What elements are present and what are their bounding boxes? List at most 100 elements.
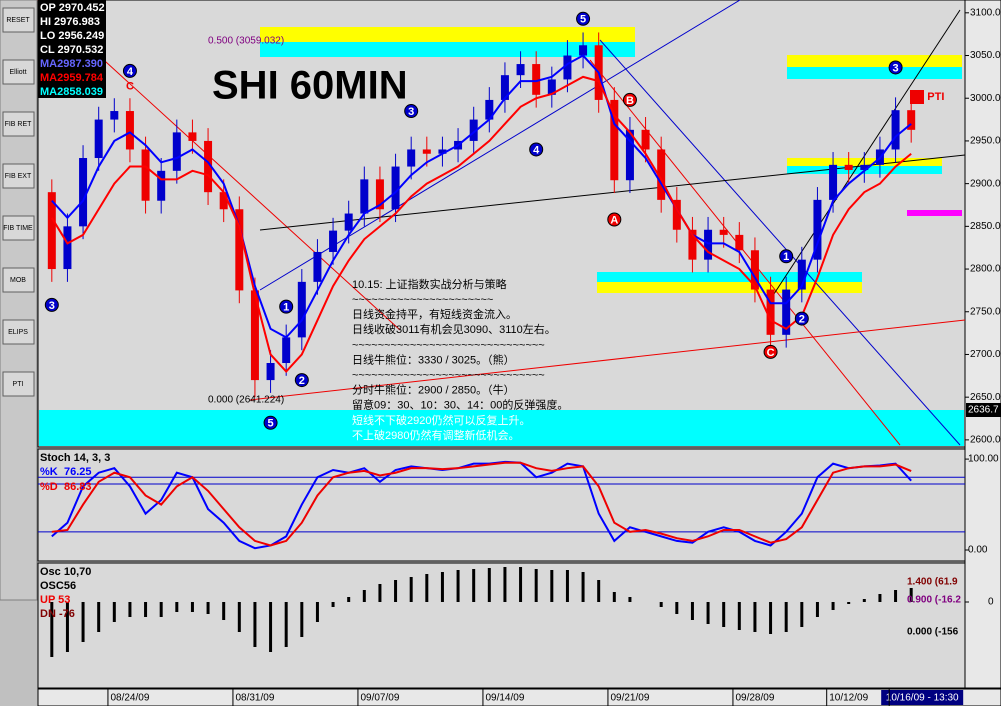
- osc-bar: [472, 569, 476, 602]
- tool-button[interactable]: [2, 267, 35, 293]
- tool-button[interactable]: [2, 319, 35, 345]
- candle-body: [438, 149, 447, 154]
- osc-bar: [565, 570, 569, 602]
- wave-marker: [622, 92, 637, 107]
- candle-body: [625, 129, 634, 181]
- ma-line: [51, 54, 912, 339]
- y-tick-label: 3000.0: [970, 93, 1001, 104]
- osc-bar: [722, 602, 726, 627]
- tool-button[interactable]: [2, 59, 35, 85]
- osc-bar: [612, 592, 616, 602]
- osc-bar: [175, 602, 179, 612]
- ohlc-info: CL 2970.532: [40, 44, 103, 56]
- osc-bar: [597, 580, 601, 602]
- osc-bar: [894, 590, 898, 602]
- candle-body: [47, 192, 56, 270]
- tool-button[interactable]: [2, 371, 35, 397]
- candle-body: [407, 149, 416, 167]
- candle-body: [125, 111, 134, 150]
- candle-body: [719, 229, 728, 235]
- tool-button[interactable]: [2, 111, 35, 137]
- level-label: 1.400 (61.9: [907, 577, 958, 588]
- wave-marker: [576, 11, 591, 26]
- ma-line: [50, 75, 912, 374]
- candle-body: [657, 149, 666, 200]
- candle-body: [844, 164, 853, 170]
- y-tick-label: 0: [988, 597, 994, 608]
- osc-bar: [659, 602, 663, 607]
- candle-body: [250, 290, 259, 381]
- tool-button[interactable]: [2, 215, 35, 241]
- wave-marker: [404, 104, 419, 119]
- candle-body: [94, 119, 103, 159]
- info-box: [38, 0, 106, 98]
- osc-bar: [409, 577, 413, 602]
- y-tick-label: 2700.0: [970, 349, 1001, 360]
- cursor-box: [966, 403, 1001, 417]
- osc-bar: [753, 602, 757, 632]
- osc-bar: [909, 588, 913, 602]
- y-tick-label: 2850.0: [970, 221, 1001, 232]
- legend-value: 86.83: [64, 481, 92, 493]
- candle-body: [313, 251, 322, 282]
- osc-bar: [800, 602, 804, 627]
- panel-title: Stoch 14, 3, 3: [40, 452, 110, 464]
- level-label: 0.900 (-16.2: [907, 595, 961, 606]
- x-tick-label: 10/16/09 - 13:30: [886, 693, 959, 704]
- cursor-label: 2636.7: [968, 405, 999, 416]
- osc-bar: [534, 569, 538, 602]
- osc-bar: [128, 602, 132, 617]
- annotation: 分时牛熊位：2900 / 2850。（牛）: [352, 383, 515, 397]
- tool-button[interactable]: [2, 7, 35, 33]
- stoch-line: [51, 461, 912, 547]
- osc-bar: [862, 599, 866, 602]
- tool-label: FIB TIME: [3, 225, 33, 232]
- candle-body: [688, 229, 697, 260]
- osc-panel: [37, 562, 966, 689]
- candle-body: [813, 199, 822, 260]
- wave-marker: [263, 415, 278, 430]
- osc-bar: [50, 602, 54, 657]
- osc-bar: [784, 602, 788, 632]
- osc-bar: [144, 602, 148, 617]
- osc-bar: [394, 580, 398, 602]
- annotation: 不上破2980仍然有调整新低机会。: [352, 428, 519, 442]
- tool-label: RESET: [6, 17, 30, 24]
- tool-label: Elliott: [9, 69, 26, 76]
- osc-bar: [190, 602, 194, 612]
- osc-bar: [815, 602, 819, 617]
- tool-button[interactable]: [2, 163, 35, 189]
- y-tick-label: 2650.0: [970, 392, 1001, 403]
- candle-body: [282, 337, 291, 364]
- wave-label: C: [767, 347, 775, 359]
- wave-label: A: [610, 214, 618, 226]
- down-label: DN -76: [40, 608, 75, 620]
- osc-bar: [737, 602, 741, 630]
- osc-bar: [487, 568, 491, 602]
- osc-bar: [519, 567, 523, 602]
- candle-body: [157, 170, 166, 201]
- pti-box: [910, 90, 924, 104]
- stoch-panel: [37, 448, 966, 562]
- candle-body: [829, 164, 838, 200]
- annotation: 日线收破3011有机会见3090、3110左右。: [352, 322, 556, 336]
- osc-bar: [315, 602, 319, 622]
- ohlc-info: LO 2956.249: [40, 30, 104, 42]
- osc-bar: [347, 597, 351, 602]
- osc-bar: [331, 602, 335, 607]
- wave-marker: [279, 299, 294, 314]
- candle-body: [750, 250, 759, 290]
- wave-marker: [294, 373, 309, 388]
- trend-line: [599, 39, 961, 446]
- candle-body: [532, 64, 541, 95]
- legend-value: 76.25: [64, 466, 92, 478]
- candle-body: [891, 110, 900, 150]
- zone: [260, 42, 635, 57]
- wave-label: 2: [299, 375, 305, 387]
- zone: [787, 67, 962, 79]
- candle-body: [235, 209, 244, 291]
- candle-body: [766, 289, 775, 335]
- trend-line: [589, 59, 901, 446]
- zone: [597, 282, 862, 293]
- osc-bar: [300, 602, 304, 637]
